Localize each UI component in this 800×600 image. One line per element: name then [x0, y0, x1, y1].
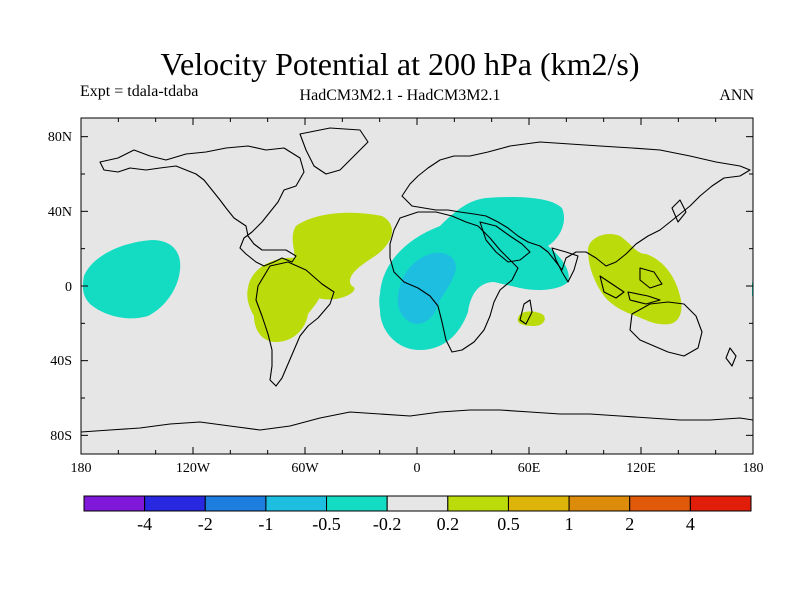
- coastlines: [81, 127, 753, 433]
- colorbar-label: -2: [198, 514, 213, 534]
- lon-label-60e: 60E: [518, 461, 541, 476]
- colorbar-swatch: [204, 495, 267, 512]
- colorbar-label: 1: [565, 514, 574, 534]
- colorbar-label: -0.5: [312, 514, 341, 534]
- contour-south-america-positive: [247, 257, 325, 342]
- lon-label-180w: 180: [71, 461, 92, 476]
- lon-label-120w: 120W: [176, 461, 211, 476]
- coastline-japan: [671, 199, 687, 223]
- coastline-greenland: [299, 127, 369, 175]
- map-title: Velocity Potential at 200 hPa (km2/s): [160, 46, 640, 82]
- coastline-north-america: [99, 145, 305, 267]
- lat-label-40n: 40N: [48, 205, 72, 220]
- colorbar-swatch: [386, 495, 449, 512]
- colorbar-swatch: [568, 495, 631, 512]
- period-label: ANN: [719, 87, 754, 104]
- coastline-new-zealand: [725, 347, 737, 367]
- contour-maritime-continent-positive: [588, 233, 682, 325]
- colorbar-swatch: [629, 495, 691, 512]
- lat-label-40s: 40S: [50, 354, 72, 369]
- colorbar-swatch: [83, 495, 146, 512]
- coastline-arabia: [479, 221, 531, 263]
- colorbar-label: 0.2: [437, 514, 460, 534]
- colorbar-swatch: [144, 495, 206, 512]
- colorbar-label: -1: [258, 514, 273, 534]
- coastline-south-america: [255, 261, 335, 387]
- colorbar: [83, 495, 752, 512]
- lon-label-60w: 60W: [291, 461, 319, 476]
- colorbar-swatch: [507, 495, 570, 512]
- coastline-africa: [389, 211, 519, 353]
- coastline-antarctica: [81, 409, 753, 433]
- colorbar-swatch: [326, 495, 388, 512]
- experiment-label: Expt = tdala-tdaba: [80, 83, 199, 100]
- lon-label-120e: 120E: [626, 461, 656, 476]
- coastline-india: [551, 247, 579, 283]
- coastline-madagascar: [519, 299, 533, 325]
- colorbar-swatch: [265, 495, 328, 512]
- lon-label-0: 0: [414, 461, 421, 476]
- colorbar-swatch: [689, 495, 752, 512]
- colorbar-label: -0.2: [373, 514, 402, 534]
- colorbar-label: 2: [625, 514, 634, 534]
- colorbar-labels: -4 -2 -1 -0.5 -0.2 0.2 0.5 1 2 4: [137, 514, 695, 534]
- contour-africa-inner-negative: [397, 252, 456, 324]
- contour-fills: [82, 197, 753, 350]
- axis-ticks: [80, 118, 754, 454]
- colorbar-swatch: [447, 495, 509, 512]
- contour-eastern-pacific-negative: [82, 240, 181, 319]
- coastline-eurasia: [401, 141, 751, 271]
- lat-label-80s: 80S: [50, 429, 72, 444]
- lat-label-80n: 80N: [48, 130, 72, 145]
- lat-label-equator: 0: [65, 280, 72, 295]
- colorbar-label: 4: [686, 514, 695, 534]
- coastline-australia: [629, 301, 703, 357]
- lon-label-180e: 180: [743, 461, 764, 476]
- model-label: HadCM3M2.1 - HadCM3M2.1: [299, 87, 501, 104]
- coastline-indonesia: [599, 267, 663, 305]
- colorbar-label: 0.5: [497, 514, 520, 534]
- colorbar-label: -4: [137, 514, 152, 534]
